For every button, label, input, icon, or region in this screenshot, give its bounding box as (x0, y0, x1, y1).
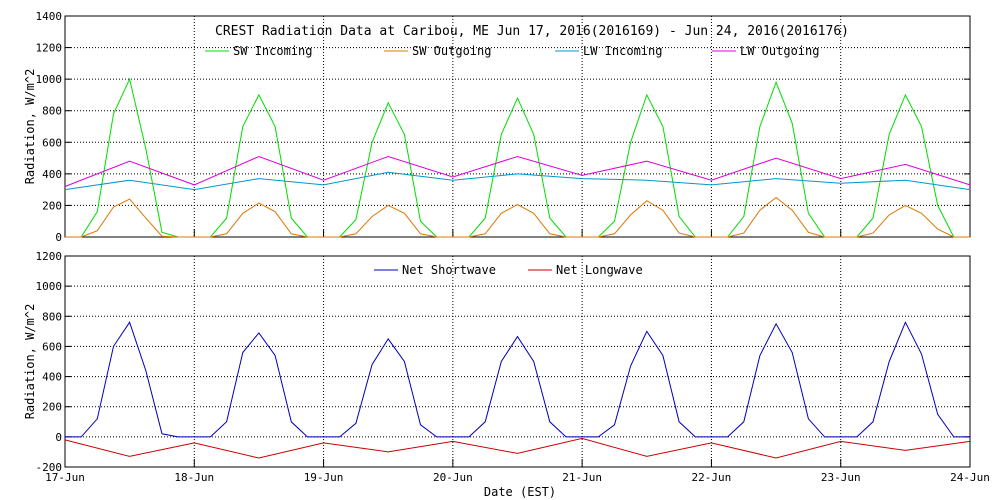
x-tick-label: 18-Jun (174, 471, 214, 484)
y-tick-label: 600 (42, 136, 62, 149)
legend-label: SW Outgoing (412, 44, 491, 58)
series-line-sw-outgoing (65, 196, 970, 238)
y-tick-label: 1000 (36, 73, 63, 86)
y-tick-label: 600 (42, 340, 62, 353)
y-axis-title: Radiation, W/m^2 (23, 69, 37, 185)
legend-label: Net Longwave (556, 263, 643, 277)
y-axis-title: Radiation, W/m^2 (23, 304, 37, 420)
x-tick-label: 19-Jun (304, 471, 344, 484)
series-line-net-shortwave (65, 321, 970, 438)
legend-label: LW Outgoing (740, 44, 819, 58)
x-tick-label: 21-Jun (562, 471, 602, 484)
y-tick-label: 1200 (36, 42, 63, 55)
y-tick-label: -200 (36, 461, 63, 474)
series-line-lw-outgoing (64, 155, 971, 187)
x-tick-label: 23-Jun (821, 471, 861, 484)
y-tick-label: 0 (55, 231, 62, 244)
y-tick-label: 800 (42, 105, 62, 118)
x-tick-label: 24-Jun (950, 471, 990, 484)
legend-label: SW Incoming (233, 44, 312, 58)
y-tick-label: 1000 (36, 280, 63, 293)
series-line-sw-incoming (65, 77, 970, 238)
legend-label: Net Shortwave (402, 263, 496, 277)
series-line-net-longwave (64, 437, 971, 459)
x-tick-label: 17-Jun (45, 471, 85, 484)
plot-frame (64, 15, 971, 238)
series-line-lw-incoming (64, 171, 971, 191)
legend-label: LW Incoming (583, 44, 662, 58)
y-tick-label: 200 (42, 199, 62, 212)
chart-title: CREST Radiation Data at Caribou, ME Jun … (215, 24, 849, 39)
y-tick-label: 800 (42, 310, 62, 323)
y-tick-label: 1200 (36, 250, 63, 263)
x-tick-label: 20-Jun (433, 471, 473, 484)
y-tick-label: 200 (42, 401, 62, 414)
plot-frame (64, 255, 971, 468)
y-tick-label: 400 (42, 371, 62, 384)
x-tick-label: 22-Jun (692, 471, 732, 484)
y-tick-label: 1400 (36, 10, 63, 23)
bottom-x-axis-title: Date (EST) (484, 485, 556, 499)
y-tick-label: 400 (42, 168, 62, 181)
y-tick-label: 0 (55, 431, 62, 444)
